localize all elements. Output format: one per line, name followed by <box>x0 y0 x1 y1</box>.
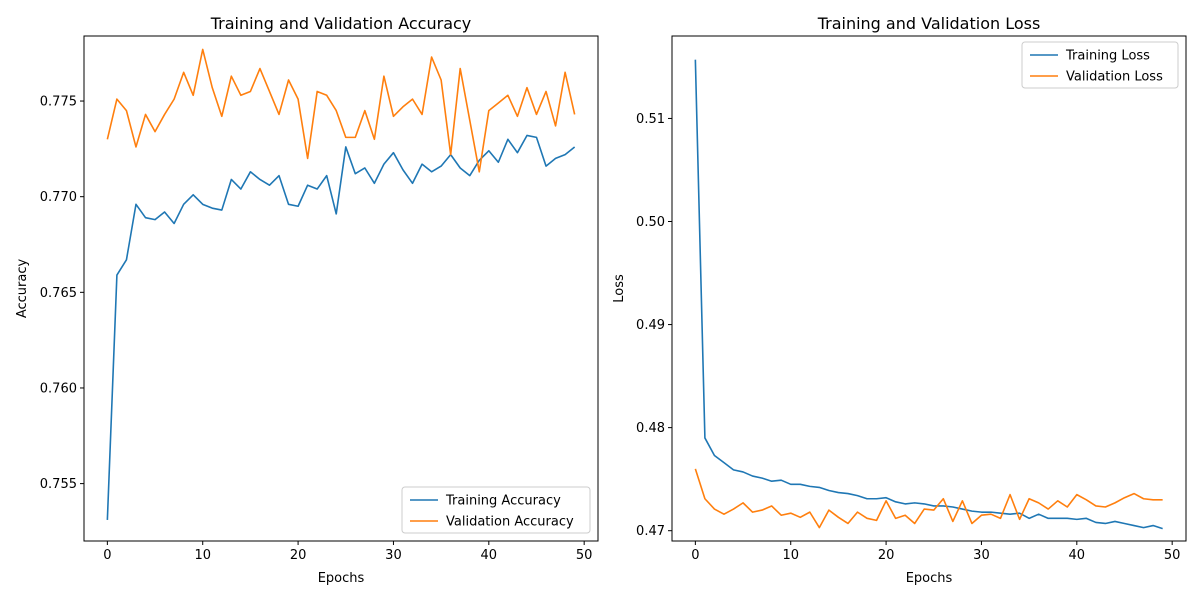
validation-accuracy-line <box>106 48 576 173</box>
accuracy-x-tick-label: 10 <box>194 548 211 563</box>
loss-x-tick-label: 50 <box>1164 548 1181 563</box>
accuracy-y-tick-label: 0.755 <box>40 477 77 492</box>
validation-accuracy-legend-label: Validation Accuracy <box>446 515 574 530</box>
accuracy-x-axis-label: Epochs <box>318 571 365 586</box>
accuracy-plot-frame <box>83 35 599 542</box>
validation-loss-legend-label: Validation Loss <box>1066 70 1163 85</box>
accuracy-x-tick-label: 0 <box>103 548 111 563</box>
loss-x-tick-label: 0 <box>691 548 699 563</box>
validation-loss-line <box>694 468 1163 529</box>
accuracy-x-tick-label: 20 <box>290 548 307 563</box>
accuracy-x-tick-label: 30 <box>385 548 402 563</box>
loss-y-tick-label: 0.48 <box>636 421 665 436</box>
accuracy-y-axis-label: Accuracy <box>15 259 30 319</box>
accuracy-y-tick-label: 0.765 <box>40 286 77 301</box>
accuracy-y-tick-label: 0.775 <box>40 95 77 110</box>
loss-x-axis-label: Epochs <box>906 571 953 586</box>
accuracy-legend-box <box>401 486 591 534</box>
accuracy-legend: Training Accuracy Validation Accuracy <box>401 486 591 534</box>
loss-x-tick-label: 10 <box>782 548 799 563</box>
loss-y-tick-label: 0.51 <box>636 112 665 127</box>
loss-chart: Training and Validation Loss 0 10 20 30 40 50 0… <box>612 14 1187 586</box>
accuracy-x-tick-label: 50 <box>576 548 593 563</box>
accuracy-y-tick-label: 0.770 <box>40 190 77 205</box>
loss-y-axis-label: Loss <box>612 274 627 303</box>
training-loss-line <box>694 59 1163 530</box>
accuracy-chart: Training and Validation Accuracy 0 10 20 30 4… <box>15 14 599 586</box>
loss-y-tick-label: 0.49 <box>636 318 665 333</box>
loss-y-tick-label: 0.47 <box>636 524 665 539</box>
loss-x-tick-label: 20 <box>878 548 895 563</box>
accuracy-y-tick-label: 0.760 <box>40 381 77 396</box>
accuracy-chart-title: Training and Validation Accuracy <box>210 14 472 33</box>
loss-plot-frame <box>671 35 1187 542</box>
accuracy-x-tick-label: 40 <box>481 548 498 563</box>
loss-legend: Training Loss Validation Loss <box>1021 41 1179 89</box>
loss-x-tick-label: 40 <box>1069 548 1086 563</box>
loss-legend-box <box>1021 41 1179 89</box>
loss-chart-title: Training and Validation Loss <box>817 14 1041 33</box>
training-loss-legend-label: Training Loss <box>1065 49 1150 64</box>
loss-x-tick-label: 30 <box>973 548 990 563</box>
loss-y-tick-label: 0.50 <box>636 215 665 230</box>
training-accuracy-line <box>106 134 576 520</box>
training-accuracy-legend-label: Training Accuracy <box>445 494 561 509</box>
